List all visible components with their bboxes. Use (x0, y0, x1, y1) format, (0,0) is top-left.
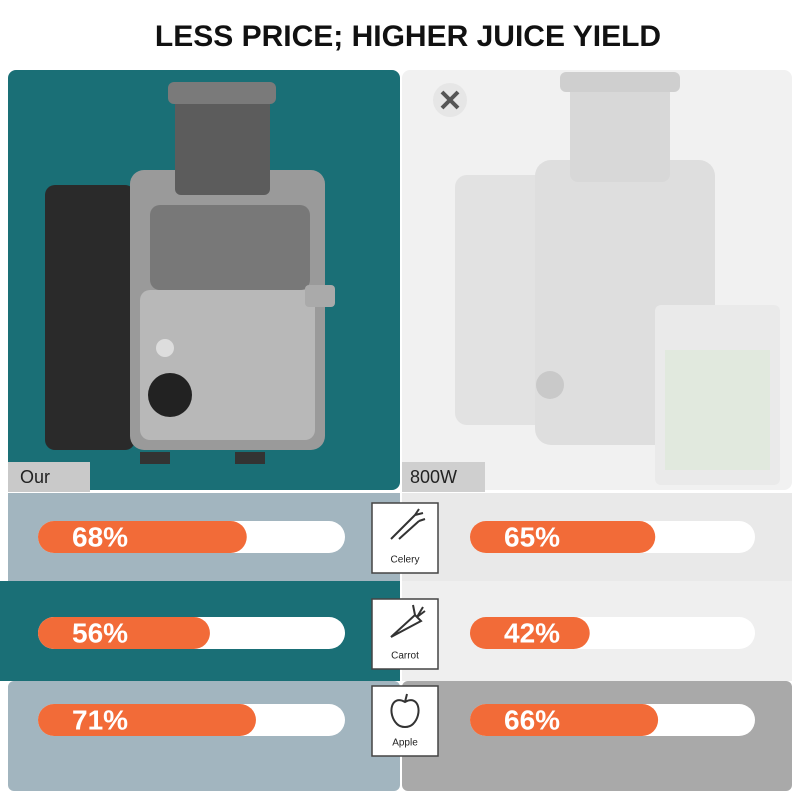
bar (38, 704, 256, 736)
category-box (371, 685, 439, 757)
value-label: 66% (504, 704, 560, 735)
bar (470, 521, 656, 553)
bar (38, 617, 210, 649)
category-icon (390, 604, 426, 638)
bar (38, 521, 247, 553)
value-label: 56% (72, 617, 128, 648)
category-box (371, 598, 439, 670)
category-icon (390, 508, 426, 540)
bar (470, 704, 659, 736)
our-tag (8, 462, 90, 492)
category-icon (390, 693, 420, 728)
series-name: 800W (410, 467, 457, 487)
value-label: 65% (504, 521, 560, 552)
value-label: 71% (72, 704, 128, 735)
other-tag (402, 462, 485, 492)
category-label: Carrot (391, 651, 419, 662)
x-mark (440, 90, 460, 110)
other-juicer (455, 72, 780, 485)
category-box (371, 502, 439, 574)
category-label: Apple (392, 738, 418, 749)
bar (470, 617, 590, 649)
series-name: Our (20, 467, 50, 487)
title: LESS PRICE; HIGHER JUICE YIELD (155, 20, 661, 53)
value-label: 68% (72, 521, 128, 552)
category-label: Celery (391, 555, 420, 566)
value-label: 42% (504, 617, 560, 648)
our-juicer (45, 82, 335, 464)
